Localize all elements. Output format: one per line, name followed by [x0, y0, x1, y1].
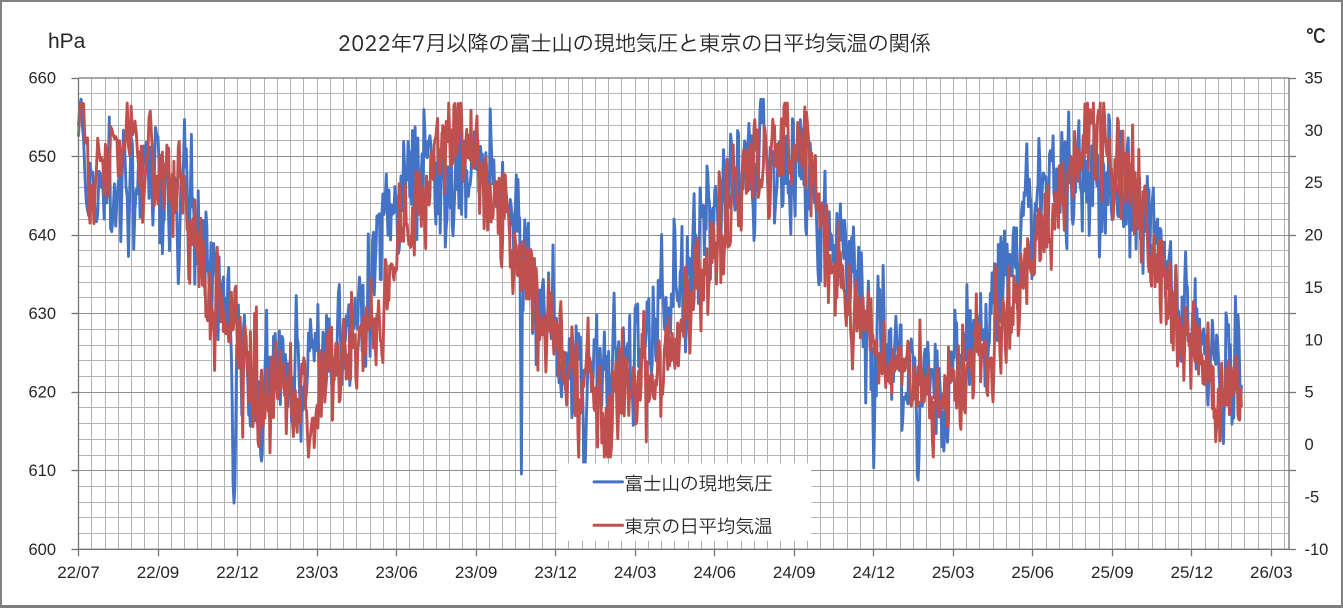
svg-text:24/12: 24/12: [852, 563, 895, 582]
svg-text:25/06: 25/06: [1011, 563, 1054, 582]
svg-text:15: 15: [1305, 279, 1323, 297]
svg-text:23/03: 23/03: [296, 563, 339, 582]
svg-text:23/09: 23/09: [455, 563, 498, 582]
svg-text:35: 35: [1305, 70, 1323, 88]
svg-text:hPa: hPa: [48, 30, 86, 53]
svg-text:600: 600: [28, 541, 56, 559]
svg-text:660: 660: [28, 70, 56, 88]
svg-text:-5: -5: [1305, 488, 1320, 506]
svg-text:22/12: 22/12: [216, 563, 259, 582]
svg-text:0: 0: [1305, 436, 1314, 454]
svg-text:630: 630: [28, 305, 56, 323]
svg-text:650: 650: [28, 148, 56, 166]
svg-text:610: 610: [28, 462, 56, 480]
svg-text:20: 20: [1305, 227, 1323, 245]
svg-text:22/09: 22/09: [137, 563, 180, 582]
svg-text:25: 25: [1305, 174, 1323, 192]
svg-text:620: 620: [28, 384, 56, 402]
svg-text:30: 30: [1305, 122, 1323, 140]
svg-text:24/06: 24/06: [693, 563, 736, 582]
svg-text:24/09: 24/09: [773, 563, 816, 582]
svg-text:22/07: 22/07: [57, 563, 100, 582]
svg-text:24/03: 24/03: [614, 563, 657, 582]
svg-text:23/06: 23/06: [375, 563, 418, 582]
svg-text:25/12: 25/12: [1171, 563, 1214, 582]
svg-text:5: 5: [1305, 384, 1314, 402]
svg-text:25/09: 25/09: [1091, 563, 1134, 582]
svg-text:25/03: 25/03: [932, 563, 975, 582]
svg-text:23/12: 23/12: [534, 563, 577, 582]
svg-text:26/03: 26/03: [1250, 563, 1293, 582]
svg-text:640: 640: [28, 227, 56, 245]
svg-text:10: 10: [1305, 331, 1323, 349]
svg-text:-10: -10: [1305, 541, 1329, 559]
